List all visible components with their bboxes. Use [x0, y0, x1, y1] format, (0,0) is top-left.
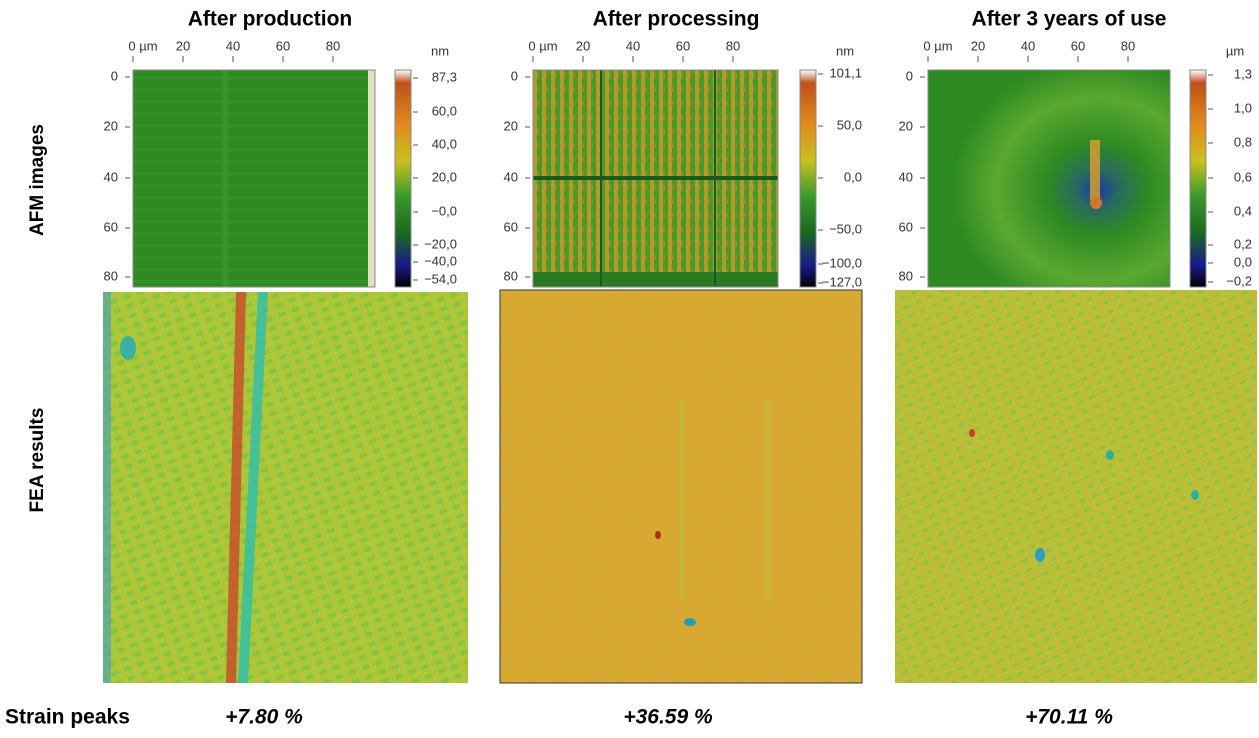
y-tick-label: 60	[504, 219, 518, 234]
y-tick-label: 60	[104, 219, 118, 234]
y-tick-label: 0	[511, 68, 518, 83]
column-title: After processing	[593, 8, 760, 31]
x-tick-label: 80	[1121, 38, 1135, 53]
colorbar-unit: nm	[431, 43, 449, 58]
y-tick-label: 40	[899, 169, 913, 184]
strain-peak: +70.11 %	[1025, 706, 1113, 729]
row-label: AFM images	[27, 124, 48, 236]
x-tick-label: 20	[576, 38, 590, 53]
x-tick-label: 80	[326, 38, 340, 53]
y-tick-label: 0	[906, 68, 913, 83]
x-tick-label: 20	[971, 38, 985, 53]
y-tick-label: 20	[504, 118, 518, 133]
colorbar-tick-label: 60,0	[432, 103, 457, 118]
colorbar	[394, 69, 412, 288]
strain-label: Strain peaks	[5, 706, 130, 729]
afm-image	[532, 69, 779, 288]
afm-image	[132, 69, 376, 288]
strain-peak: +7.80 %	[225, 706, 303, 729]
colorbar-tick-label: 1,0	[1234, 100, 1252, 115]
column-title: After production	[188, 8, 352, 31]
fea-image	[103, 292, 468, 683]
x-tick-label: 60	[676, 38, 690, 53]
colorbar-tick-label: −40,0	[424, 253, 457, 268]
x-tick-label: 40	[1021, 38, 1035, 53]
y-tick-label: 20	[104, 118, 118, 133]
y-tick-label: 20	[899, 118, 913, 133]
colorbar-tick-label: 0,2	[1234, 236, 1252, 251]
colorbar-tick-label: 0,6	[1234, 169, 1252, 184]
colorbar-tick-label: −0,0	[431, 203, 457, 218]
colorbar-tick-label: 87,3	[432, 69, 457, 84]
fea-image	[895, 290, 1257, 683]
colorbar-tick-label: 50,0	[837, 117, 862, 132]
afm-image	[927, 69, 1171, 288]
colorbar-tick-label: 0,0	[1234, 254, 1252, 269]
x-tick-label: 0 µm	[128, 38, 157, 53]
colorbar-unit: µm	[1226, 43, 1244, 58]
colorbar-tick-label: 101,1	[829, 65, 862, 80]
colorbar-tick-label: −20,0	[424, 236, 457, 251]
x-tick-label: 20	[176, 38, 190, 53]
colorbar-tick-label: −54,0	[424, 271, 457, 286]
colorbar-tick-label: 1,3	[1234, 66, 1252, 81]
x-tick-label: 40	[626, 38, 640, 53]
x-tick-label: 60	[1071, 38, 1085, 53]
row-label: FEA results	[27, 408, 48, 513]
colorbar-tick-label: −100,0	[822, 255, 862, 270]
x-tick-label: 40	[226, 38, 240, 53]
x-tick-label: 80	[726, 38, 740, 53]
colorbar-tick-label: −0,2	[1226, 273, 1252, 288]
y-tick-label: 60	[899, 219, 913, 234]
colorbar	[1189, 69, 1207, 288]
x-tick-label: 60	[276, 38, 290, 53]
colorbar-tick-label: 0,4	[1234, 203, 1252, 218]
x-tick-label: 0 µm	[923, 38, 952, 53]
y-tick-label: 80	[104, 268, 118, 283]
colorbar-tick-label: 40,0	[432, 136, 457, 151]
colorbar	[799, 69, 817, 288]
y-tick-label: 80	[899, 268, 913, 283]
y-tick-label: 40	[104, 169, 118, 184]
column-title: After 3 years of use	[972, 8, 1167, 31]
colorbar-tick-label: 20,0	[432, 169, 457, 184]
y-tick-label: 40	[504, 169, 518, 184]
y-tick-label: 80	[504, 268, 518, 283]
colorbar-unit: nm	[836, 43, 854, 58]
x-tick-label: 0 µm	[528, 38, 557, 53]
colorbar-tick-label: 0,8	[1234, 134, 1252, 149]
strain-peak: +36.59 %	[623, 706, 713, 729]
y-tick-label: 0	[111, 68, 118, 83]
colorbar-tick-label: −50,0	[829, 221, 862, 236]
colorbar-tick-label: −127,0	[822, 274, 862, 289]
colorbar-tick-label: 0,0	[844, 169, 862, 184]
fea-image	[499, 289, 863, 684]
